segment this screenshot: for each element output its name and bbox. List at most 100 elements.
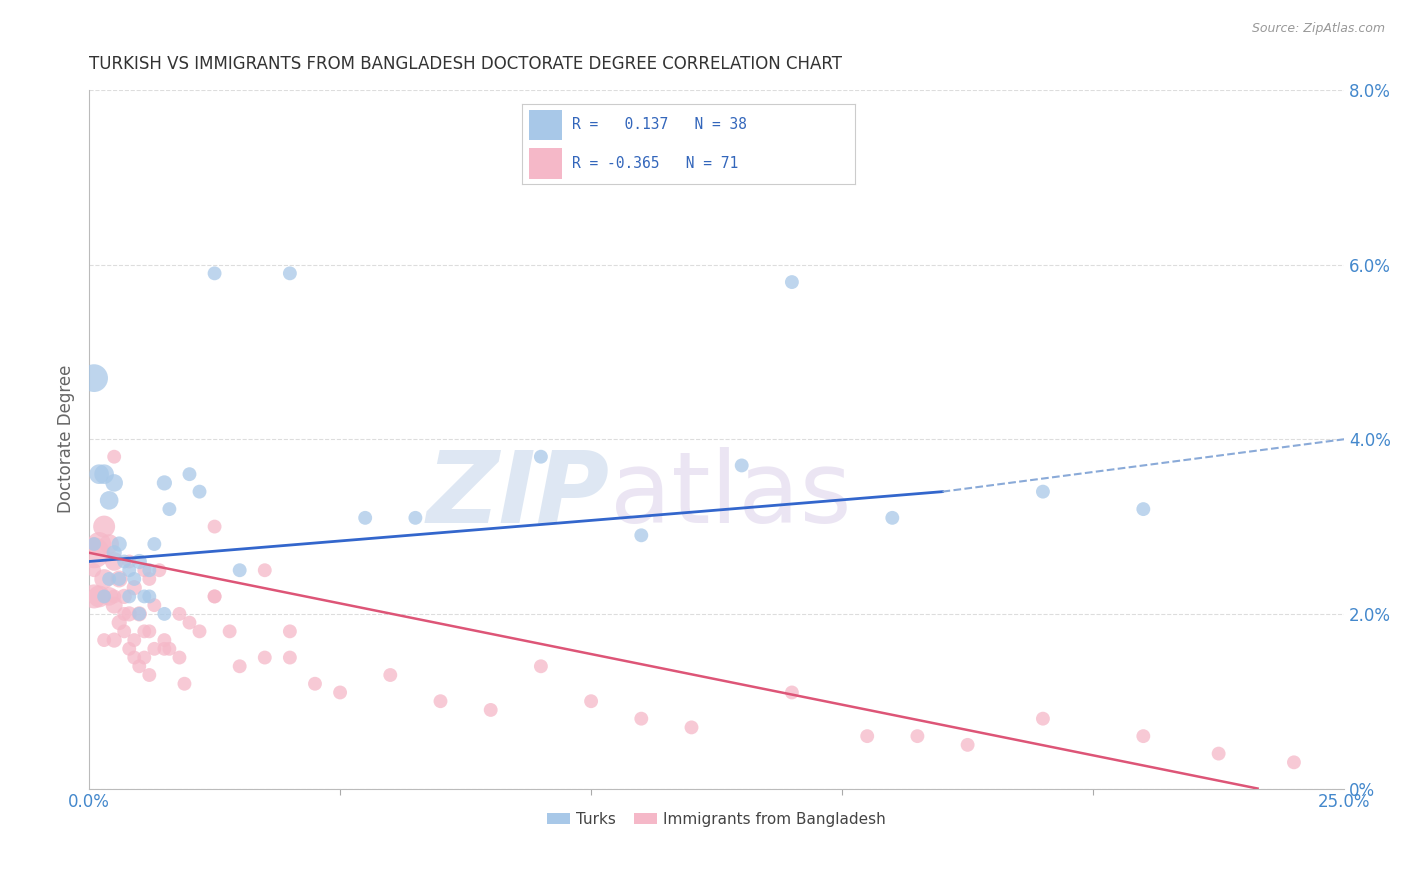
Point: [188, 624, 211, 639]
Point: [278, 650, 301, 665]
Point: [118, 590, 141, 604]
Point: [856, 729, 879, 743]
Point: [93, 590, 115, 604]
Text: TURKISH VS IMMIGRANTS FROM BANGLADESH DOCTORATE DEGREE CORRELATION CHART: TURKISH VS IMMIGRANTS FROM BANGLADESH DO…: [89, 55, 842, 73]
Point: [956, 738, 979, 752]
Point: [98, 572, 121, 586]
Point: [188, 484, 211, 499]
Point: [228, 563, 250, 577]
Point: [228, 659, 250, 673]
Text: Source: ZipAtlas.com: Source: ZipAtlas.com: [1251, 22, 1385, 36]
Point: [122, 581, 145, 595]
Point: [98, 493, 121, 508]
Point: [98, 590, 121, 604]
Point: [118, 607, 141, 621]
Point: [108, 572, 131, 586]
Point: [479, 703, 502, 717]
Point: [630, 528, 652, 542]
Point: [128, 659, 150, 673]
Point: [112, 607, 135, 621]
Point: [112, 624, 135, 639]
Point: [83, 563, 105, 577]
Point: [329, 685, 352, 699]
Point: [118, 641, 141, 656]
Point: [112, 590, 135, 604]
Point: [429, 694, 451, 708]
Point: [134, 590, 156, 604]
Point: [731, 458, 754, 473]
Point: [1032, 484, 1054, 499]
Point: [304, 677, 326, 691]
Point: [204, 590, 226, 604]
Point: [134, 650, 156, 665]
Point: [128, 554, 150, 568]
Point: [87, 467, 110, 482]
Point: [173, 677, 195, 691]
Point: [204, 266, 226, 280]
Point: [103, 633, 125, 648]
Point: [1208, 747, 1230, 761]
Point: [153, 633, 176, 648]
Point: [143, 598, 166, 612]
Point: [134, 624, 156, 639]
Point: [530, 659, 553, 673]
Point: [93, 572, 115, 586]
Point: [118, 563, 141, 577]
Point: [143, 537, 166, 551]
Point: [153, 641, 176, 656]
Point: [218, 624, 240, 639]
Y-axis label: Doctorate Degree: Doctorate Degree: [58, 365, 75, 514]
Point: [93, 467, 115, 482]
Point: [882, 511, 904, 525]
Point: [83, 590, 105, 604]
Point: [780, 275, 803, 289]
Point: [83, 546, 105, 560]
Point: [404, 511, 426, 525]
Point: [630, 712, 652, 726]
Text: atlas: atlas: [610, 447, 852, 543]
Point: [153, 475, 176, 490]
Point: [122, 633, 145, 648]
Point: [87, 590, 110, 604]
Point: [143, 641, 166, 656]
Point: [103, 546, 125, 560]
Point: [87, 537, 110, 551]
Point: [253, 563, 276, 577]
Point: [1282, 756, 1305, 770]
Point: [103, 590, 125, 604]
Point: [128, 607, 150, 621]
Point: [128, 607, 150, 621]
Point: [112, 554, 135, 568]
Point: [148, 563, 170, 577]
Point: [83, 371, 105, 385]
Point: [138, 624, 160, 639]
Point: [108, 572, 131, 586]
Point: [780, 685, 803, 699]
Point: [108, 615, 131, 630]
Point: [138, 668, 160, 682]
Point: [907, 729, 929, 743]
Point: [93, 633, 115, 648]
Legend: Turks, Immigrants from Bangladesh: Turks, Immigrants from Bangladesh: [541, 806, 893, 833]
Point: [1032, 712, 1054, 726]
Point: [153, 607, 176, 621]
Point: [169, 650, 191, 665]
Point: [103, 450, 125, 464]
Point: [138, 572, 160, 586]
Point: [103, 554, 125, 568]
Point: [157, 641, 180, 656]
Point: [169, 607, 191, 621]
Point: [118, 554, 141, 568]
Point: [579, 694, 602, 708]
Point: [157, 502, 180, 516]
Point: [1132, 729, 1154, 743]
Point: [204, 590, 226, 604]
Point: [380, 668, 402, 682]
Point: [103, 598, 125, 612]
Point: [122, 650, 145, 665]
Point: [138, 590, 160, 604]
Point: [253, 650, 276, 665]
Point: [93, 519, 115, 533]
Point: [134, 563, 156, 577]
Point: [179, 615, 201, 630]
